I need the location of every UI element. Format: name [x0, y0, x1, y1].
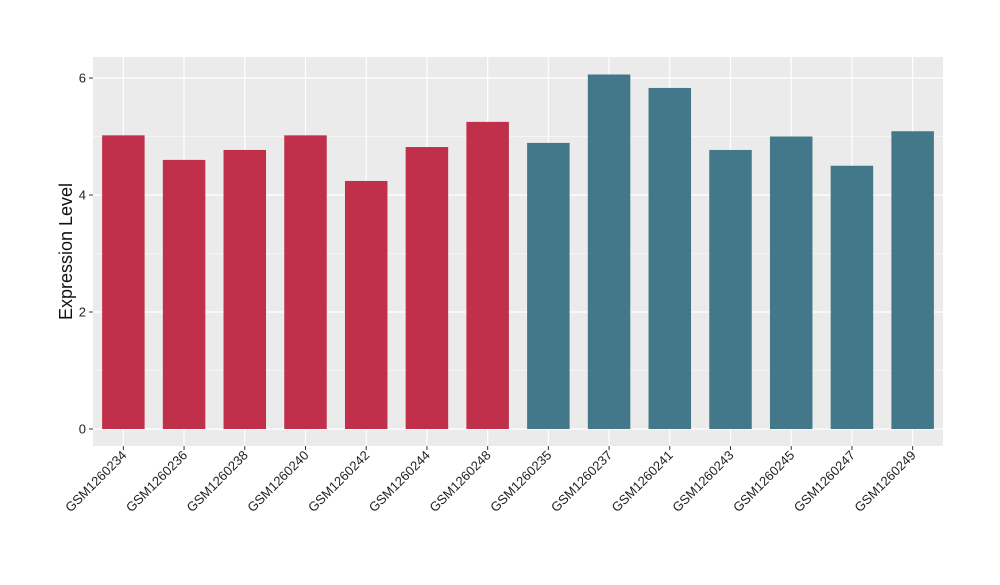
- x-tick-label: GSM1260244: [366, 448, 433, 515]
- bar: [587, 74, 631, 430]
- x-tick-label: GSM1260243: [669, 448, 736, 515]
- bar: [648, 87, 692, 429]
- y-axis-label: Expression Level: [56, 183, 76, 320]
- y-tick-label: 4: [79, 188, 86, 203]
- bar: [830, 165, 874, 429]
- y-tick-label: 6: [79, 71, 86, 86]
- bar: [284, 135, 327, 429]
- x-tick-label: GSM1260238: [184, 448, 251, 515]
- x-tick-label: GSM1260240: [244, 448, 311, 515]
- plot-panel: [93, 57, 943, 446]
- y-axis: 0 2 4 6: [79, 71, 93, 437]
- bar: [102, 135, 145, 429]
- bar: [405, 147, 449, 429]
- x-axis: GSM1260234GSM1260236GSM1260238GSM1260240…: [62, 446, 919, 515]
- x-tick-label: GSM1260248: [426, 448, 493, 515]
- x-tick-label: GSM1260234: [62, 448, 129, 515]
- bar: [162, 159, 206, 429]
- bar: [527, 142, 570, 429]
- y-tick-label: 2: [79, 305, 86, 320]
- x-tick-label: GSM1260236: [123, 448, 190, 515]
- x-tick-label: GSM1260247: [791, 448, 858, 515]
- bar: [223, 149, 267, 429]
- bar: [466, 121, 509, 429]
- x-tick-label: GSM1260237: [548, 448, 615, 515]
- x-tick-label: GSM1260235: [487, 448, 554, 515]
- x-tick-label: GSM1260241: [609, 448, 676, 515]
- bar: [769, 136, 813, 429]
- bar: [709, 149, 752, 429]
- x-tick-label: GSM1260245: [730, 448, 797, 515]
- x-tick-label: GSM1260249: [851, 448, 918, 515]
- y-tick-label: 0: [79, 422, 86, 437]
- x-tick-label: GSM1260242: [305, 448, 372, 515]
- bars: [102, 74, 934, 430]
- bar: [344, 180, 388, 429]
- bar: [891, 131, 934, 430]
